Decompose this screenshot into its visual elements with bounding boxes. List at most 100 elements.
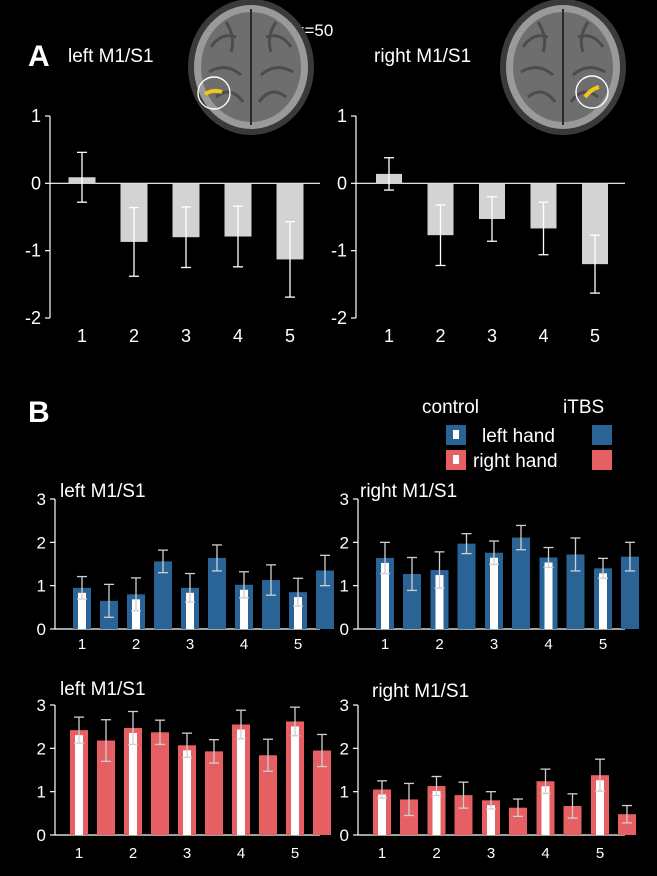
b_left_lh-y-tick-label: 1 xyxy=(37,577,46,596)
b_right_rh-control-bar-inner xyxy=(432,791,441,835)
b_left_lh-itbs-bar xyxy=(208,557,226,629)
b_left_rh-y-tick-label: 0 xyxy=(37,826,46,845)
b_left_rh-control-bar-inner xyxy=(237,729,245,835)
legend-control-right-hand-inner xyxy=(453,455,459,464)
b_left_lh-y-tick-label: 0 xyxy=(37,620,46,639)
b_right_lh-x-tick-label: 4 xyxy=(544,636,552,653)
a_left-y-tick-label: -2 xyxy=(25,308,41,328)
b_left_rh-itbs-bar xyxy=(259,755,277,835)
b_left_lh-control-bar-inner xyxy=(240,589,248,629)
b_right_lh-itbs-bar xyxy=(457,543,476,629)
b_right_rh-x-tick-label: 5 xyxy=(596,845,604,862)
b_left_lh-x-tick-label: 5 xyxy=(294,636,302,653)
b_right_rh-itbs-bar xyxy=(618,814,636,835)
b_right_rh-y-tick-label: 3 xyxy=(340,696,349,715)
b_right_rh-y-tick-label: 1 xyxy=(340,783,349,802)
brain-left-roi-icon xyxy=(188,0,314,135)
b_right_rh-itbs-bar xyxy=(563,805,582,835)
b_left_rh-x-tick-label: 5 xyxy=(291,845,299,862)
b_right_lh-x-tick-label: 3 xyxy=(490,636,498,653)
b_left_lh-x-tick-label: 3 xyxy=(186,636,194,653)
legend-control-left-hand-inner xyxy=(453,430,459,439)
b_right_rh-x-tick-label: 2 xyxy=(432,845,440,862)
b_left_rh-itbs-bar xyxy=(97,740,115,835)
a_left-x-tick-label: 1 xyxy=(77,326,87,346)
panel-b-letter: B xyxy=(28,396,50,429)
b_left_rh-control-bar-inner xyxy=(183,750,191,835)
b_right_lh-control-bar-inner xyxy=(435,575,444,629)
charts: left M1/S1 1 0 -1 -2 1 2 3 4 5 right M1/S1 1 0 -1 -2 1 2… xyxy=(25,46,639,862)
b_right_lh-control-bar-inner xyxy=(381,562,389,629)
legend-right-hand-label: right hand xyxy=(473,451,558,472)
b_left_rh-control-bar-inner xyxy=(75,735,83,835)
b_left_rh-x-tick-label: 4 xyxy=(237,845,245,862)
brain-right-roi-icon xyxy=(500,0,626,135)
legend-itbs-label: iTBS xyxy=(563,397,604,418)
b_left_rh-x-tick-label: 3 xyxy=(183,845,191,862)
b_left_lh-control-bar-inner xyxy=(294,597,302,629)
a_right-x-tick-label: 1 xyxy=(384,326,394,346)
b_left_lh-y-tick-label: 2 xyxy=(37,533,46,552)
legend-itbs-left-hand-swatch xyxy=(592,425,612,445)
b_left_lh-x-tick-label: 1 xyxy=(78,636,86,653)
a_right-x-tick-label: 2 xyxy=(435,326,445,346)
b_right_rh-y-tick-label: 2 xyxy=(340,739,349,758)
a_left-y-tick-label: -1 xyxy=(25,241,41,261)
b_left_lh-x-tick-label: 4 xyxy=(240,636,248,653)
b_right_rh-title: right M1/S1 xyxy=(372,681,469,702)
b_left_lh-control-bar-inner xyxy=(132,599,140,629)
b_right_lh-title: right M1/S1 xyxy=(360,481,457,502)
b_left_rh-y-tick-label: 3 xyxy=(37,696,46,715)
a_left-x-tick-label: 3 xyxy=(181,326,191,346)
b_left_rh-itbs-bar xyxy=(313,750,331,835)
a_left-x-tick-label: 2 xyxy=(129,326,139,346)
b_right_lh-y-tick-label: 0 xyxy=(340,620,349,639)
a_right-x-tick-label: 3 xyxy=(487,326,497,346)
a_left-x-tick-label: 5 xyxy=(285,326,295,346)
b_right_rh-y-tick-label: 0 xyxy=(340,826,349,845)
legend-left-hand-label: left hand xyxy=(482,426,555,447)
b_right_rh-itbs-bar xyxy=(454,795,473,835)
b_right_rh-x-tick-label: 1 xyxy=(378,845,386,862)
b_left_lh-control-bar-inner xyxy=(78,592,86,629)
a_right-x-tick-label: 5 xyxy=(590,326,600,346)
b_left_lh-itbs-bar xyxy=(154,561,172,629)
b_left_rh-y-tick-label: 1 xyxy=(37,783,46,802)
b_left_lh-itbs-bar xyxy=(262,580,280,629)
a_right-y-tick-label: -1 xyxy=(331,241,347,261)
b_right_rh-control-bar-inner xyxy=(541,786,550,835)
b_left_rh-itbs-bar xyxy=(205,751,223,835)
b_right_lh-control-bar-inner xyxy=(544,562,553,629)
b_left_rh-itbs-bar xyxy=(151,732,169,835)
b_left_rh-control-bar-inner xyxy=(291,726,299,835)
b_right_rh-itbs-bar xyxy=(400,799,418,835)
legend-itbs-right-hand-swatch xyxy=(592,450,612,470)
b_left_lh-control-bar-inner xyxy=(186,592,194,629)
a_right-y-tick-label: -2 xyxy=(331,308,347,328)
a_right-x-tick-label: 4 xyxy=(538,326,548,346)
a_left-x-tick-label: 4 xyxy=(233,326,243,346)
b_right_lh-itbs-bar xyxy=(566,554,585,629)
b_right_rh-x-tick-label: 4 xyxy=(541,845,549,862)
a_right-y-tick-label: 1 xyxy=(337,106,347,126)
b_right_rh-x-tick-label: 3 xyxy=(487,845,495,862)
b_right_lh-control-bar-inner xyxy=(490,557,498,629)
b_right_lh-control-bar-inner xyxy=(599,573,607,629)
b_left_rh-control-bar-inner xyxy=(129,732,137,835)
a_left-y-tick-label: 1 xyxy=(31,106,41,126)
legend: control iTBS left hand right hand xyxy=(422,397,612,472)
b_left_rh-title: left M1/S1 xyxy=(60,679,146,700)
b_right_rh-control-bar-inner xyxy=(378,794,386,835)
a_left-title: left M1/S1 xyxy=(68,46,154,67)
b_left_lh-title: left M1/S1 xyxy=(60,481,146,502)
b_right_rh-control-bar-inner xyxy=(596,780,604,835)
b_right_lh-x-tick-label: 2 xyxy=(435,636,443,653)
b_right_lh-x-tick-label: 1 xyxy=(381,636,389,653)
legend-control-label: control xyxy=(422,397,479,418)
a_right-title: right M1/S1 xyxy=(374,46,471,67)
b_right_lh-y-tick-label: 2 xyxy=(340,533,349,552)
b_left_rh-y-tick-label: 2 xyxy=(37,739,46,758)
b_left_rh-x-tick-label: 2 xyxy=(129,845,137,862)
